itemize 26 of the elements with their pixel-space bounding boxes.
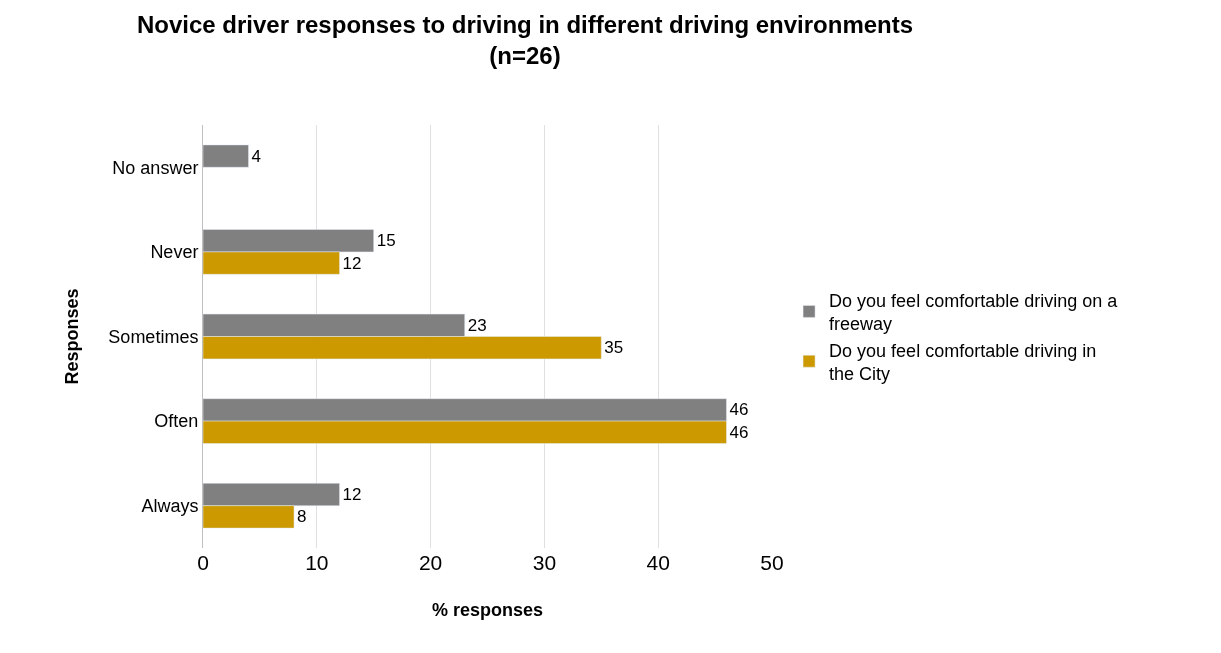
x-tick-label: 50 [760,551,784,574]
y-tick-label: Sometimes [108,326,199,347]
data-label: 8 [297,507,307,527]
legend-label: Do you feel comfortable driving in the City [829,340,1097,384]
x-axis-title: % responses [431,600,544,621]
data-label: 23 [467,315,487,335]
y-tick-label: No answer [112,157,199,178]
legend-label: Do you feel comfortable driving on a freeway [829,290,1119,335]
chart-title: Novice driver responses to driving in different driving environments (n=26) [136,10,914,69]
x-tick-label: 40 [646,551,670,574]
x-tick-label: 30 [532,551,557,574]
data-label: 12 [342,484,362,504]
data-label: 46 [729,422,749,442]
x-tick-label: 20 [418,551,443,574]
data-label: 35 [604,338,624,358]
data-label: 15 [376,231,396,251]
y-tick-label: Always [141,496,199,516]
y-tick-label: Often [154,411,199,432]
x-tick-label: 10 [305,551,329,574]
data-label: 46 [729,400,749,420]
y-tick-label: Never [150,242,199,263]
data-label: 12 [342,253,362,273]
data-label: 4 [251,146,261,166]
y-axis-title: Responses [61,288,82,385]
x-tick-label: 0 [197,551,209,574]
bar [203,144,249,168]
